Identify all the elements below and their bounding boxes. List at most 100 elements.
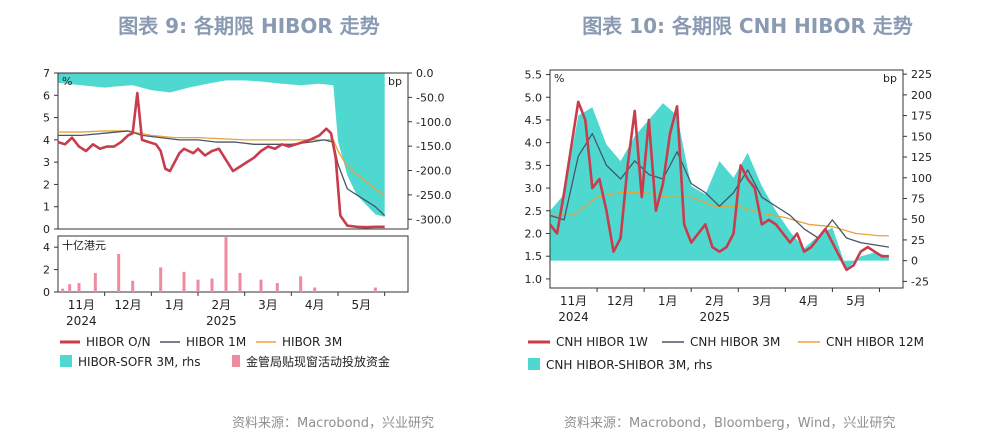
left-tick-label: 5.0: [525, 91, 543, 104]
left-tick-label: 0: [43, 223, 50, 236]
plot-frame-top: [57, 72, 409, 230]
right-tick-label: -300.0: [416, 213, 451, 226]
right-tick-label: 125: [911, 151, 932, 164]
legend-label: CNH HIBOR-SHIBOR 3M, rhs: [546, 358, 712, 372]
series-line-cnh-hibor-1w: [548, 100, 889, 272]
left-tick-label: 7: [43, 67, 50, 80]
left-tick-label: 2: [43, 178, 50, 191]
x-tick-label: 2月: [212, 298, 232, 312]
right-tick-label: -200.0: [416, 165, 451, 178]
legend-swatch-cnh-spread: [528, 358, 540, 370]
right-tick-label: 225: [911, 68, 932, 81]
series-line-cnh-hibor-3m: [549, 132, 889, 248]
bar-discount-window: [299, 276, 303, 292]
legend-label: 金管局贴现窗活动投放资金: [246, 354, 390, 369]
legend-label: HIBOR-SOFR 3M, rhs: [78, 355, 201, 369]
bar-discount-window: [159, 267, 163, 292]
bar-discount-window: [313, 287, 317, 292]
x-tick-label: 2月: [705, 294, 725, 308]
x-tick-label: 5月: [846, 294, 866, 308]
left-tick-label: 4.5: [525, 114, 543, 127]
left-tick-label: 5.5: [525, 69, 543, 82]
x-tick-label: 4月: [305, 298, 325, 312]
bar-discount-window: [77, 283, 81, 292]
left-tick-label: 3.5: [525, 159, 543, 172]
bar-discount-window: [68, 284, 72, 292]
chart-title: 图表 10: 各期限 CNH HIBOR 走势: [582, 14, 913, 38]
right-tick-label: 150: [911, 130, 932, 143]
bar-discount-window: [224, 237, 228, 292]
series-line-cnh-hibor-12m: [550, 191, 889, 237]
x-tick-label: 1月: [658, 294, 678, 308]
bar-discount-window: [210, 278, 214, 292]
left-unit: %: [62, 75, 72, 88]
right-tick-label: 175: [911, 110, 932, 123]
right-tick-label: -25: [911, 275, 929, 288]
right-tick-label: 50: [911, 213, 925, 226]
x-tick-label: 1月: [165, 298, 185, 312]
x-year-label: 2024: [66, 314, 97, 328]
x-tick-label: 12月: [114, 298, 141, 312]
right-tick-label: -100.0: [416, 116, 451, 129]
right-tick-label: -50.0: [416, 91, 444, 104]
bottom-tick-label: 0: [43, 286, 50, 299]
left-tick-label: 4: [43, 134, 50, 147]
hibor-chart: 0 1 2 3 4 5 6 7 0.0 -50.0 -100.0 -150.0 -200.0 -250.0…: [43, 67, 451, 369]
bar-discount-window: [275, 283, 279, 292]
plot-frame: [549, 69, 904, 289]
bar-discount-window: [131, 280, 135, 292]
right-tick-label: 200: [911, 89, 932, 102]
x-year-label: 2024: [558, 310, 589, 324]
bar-discount-window: [259, 279, 263, 292]
left-tick-label: 3.0: [525, 182, 543, 195]
left-tick-label: 4.0: [525, 137, 543, 150]
right-tick-label: 75: [911, 192, 925, 205]
right-tick-label: 0.0: [416, 67, 434, 80]
cnh-hibor-chart: 1.0 1.5 2.0 2.5 3.0 3.5 4.0 4.5 5.0 5.5 -25 0 25 50 75…: [525, 68, 933, 372]
right-unit: bp: [883, 72, 897, 85]
source-note: 资料来源：Macrobond，兴业研究: [232, 416, 435, 431]
left-tick-label: 2.0: [525, 228, 543, 241]
left-tick-label: 1: [43, 201, 50, 214]
x-tick-label: 3月: [258, 298, 278, 312]
chart-title: 图表 9: 各期限 HIBOR 走势: [118, 14, 380, 38]
right-tick-label: -150.0: [416, 140, 451, 153]
left-unit: %: [554, 72, 564, 85]
source-note: 资料来源：Macrobond，Bloomberg，Wind，兴业研究: [564, 416, 896, 431]
bar-discount-window: [373, 287, 377, 292]
plot-frame-bottom: [57, 235, 409, 293]
x-year-label: 2025: [206, 314, 237, 328]
bar-discount-window: [182, 271, 186, 292]
legend-swatch-discount-window: [232, 355, 240, 367]
series-area-cnh-hibor-shibor-3m: [550, 103, 889, 269]
series-area-hibor-sofr-3m: [58, 73, 385, 217]
series-line-hibor-on: [57, 91, 385, 229]
left-tick-label: 5: [43, 112, 50, 125]
right-tick-label: 0: [911, 255, 918, 268]
legend-swatch-hibor-sofr: [60, 355, 72, 367]
legend-label: CNH HIBOR 1W: [556, 335, 648, 349]
bar-discount-window: [93, 272, 97, 292]
left-tick-label: 2.5: [525, 205, 543, 218]
left-tick-label: 1.5: [525, 250, 543, 263]
x-tick-label: 5月: [352, 298, 372, 312]
legend-label: HIBOR 1M: [186, 335, 246, 349]
x-tick-label: 12月: [607, 294, 634, 308]
left-tick-label: 6: [43, 89, 50, 102]
x-tick-label: 11月: [560, 294, 587, 308]
bar-discount-window: [117, 253, 121, 292]
right-tick-label: 100: [911, 172, 932, 185]
right-unit: bp: [388, 75, 402, 88]
bar-discount-window: [238, 272, 242, 292]
bottom-tick-label: 4: [43, 241, 50, 254]
right-tick-label: 25: [911, 234, 925, 247]
x-year-label: 2025: [699, 310, 730, 324]
left-tick-label: 3: [43, 156, 50, 169]
legend-label: CNH HIBOR 3M: [690, 335, 780, 349]
legend-label: HIBOR O/N: [86, 335, 151, 349]
legend-label: HIBOR 3M: [282, 335, 342, 349]
bar-discount-window: [196, 279, 200, 292]
x-tick-label: 3月: [752, 294, 772, 308]
left-tick-label: 1.0: [525, 273, 543, 286]
chart-panel-hibor: 图表 9: 各期限 HIBOR 走势 0 1 2 3 4 5 6 7 0.0 -50.0 -100.…: [0, 0, 498, 441]
